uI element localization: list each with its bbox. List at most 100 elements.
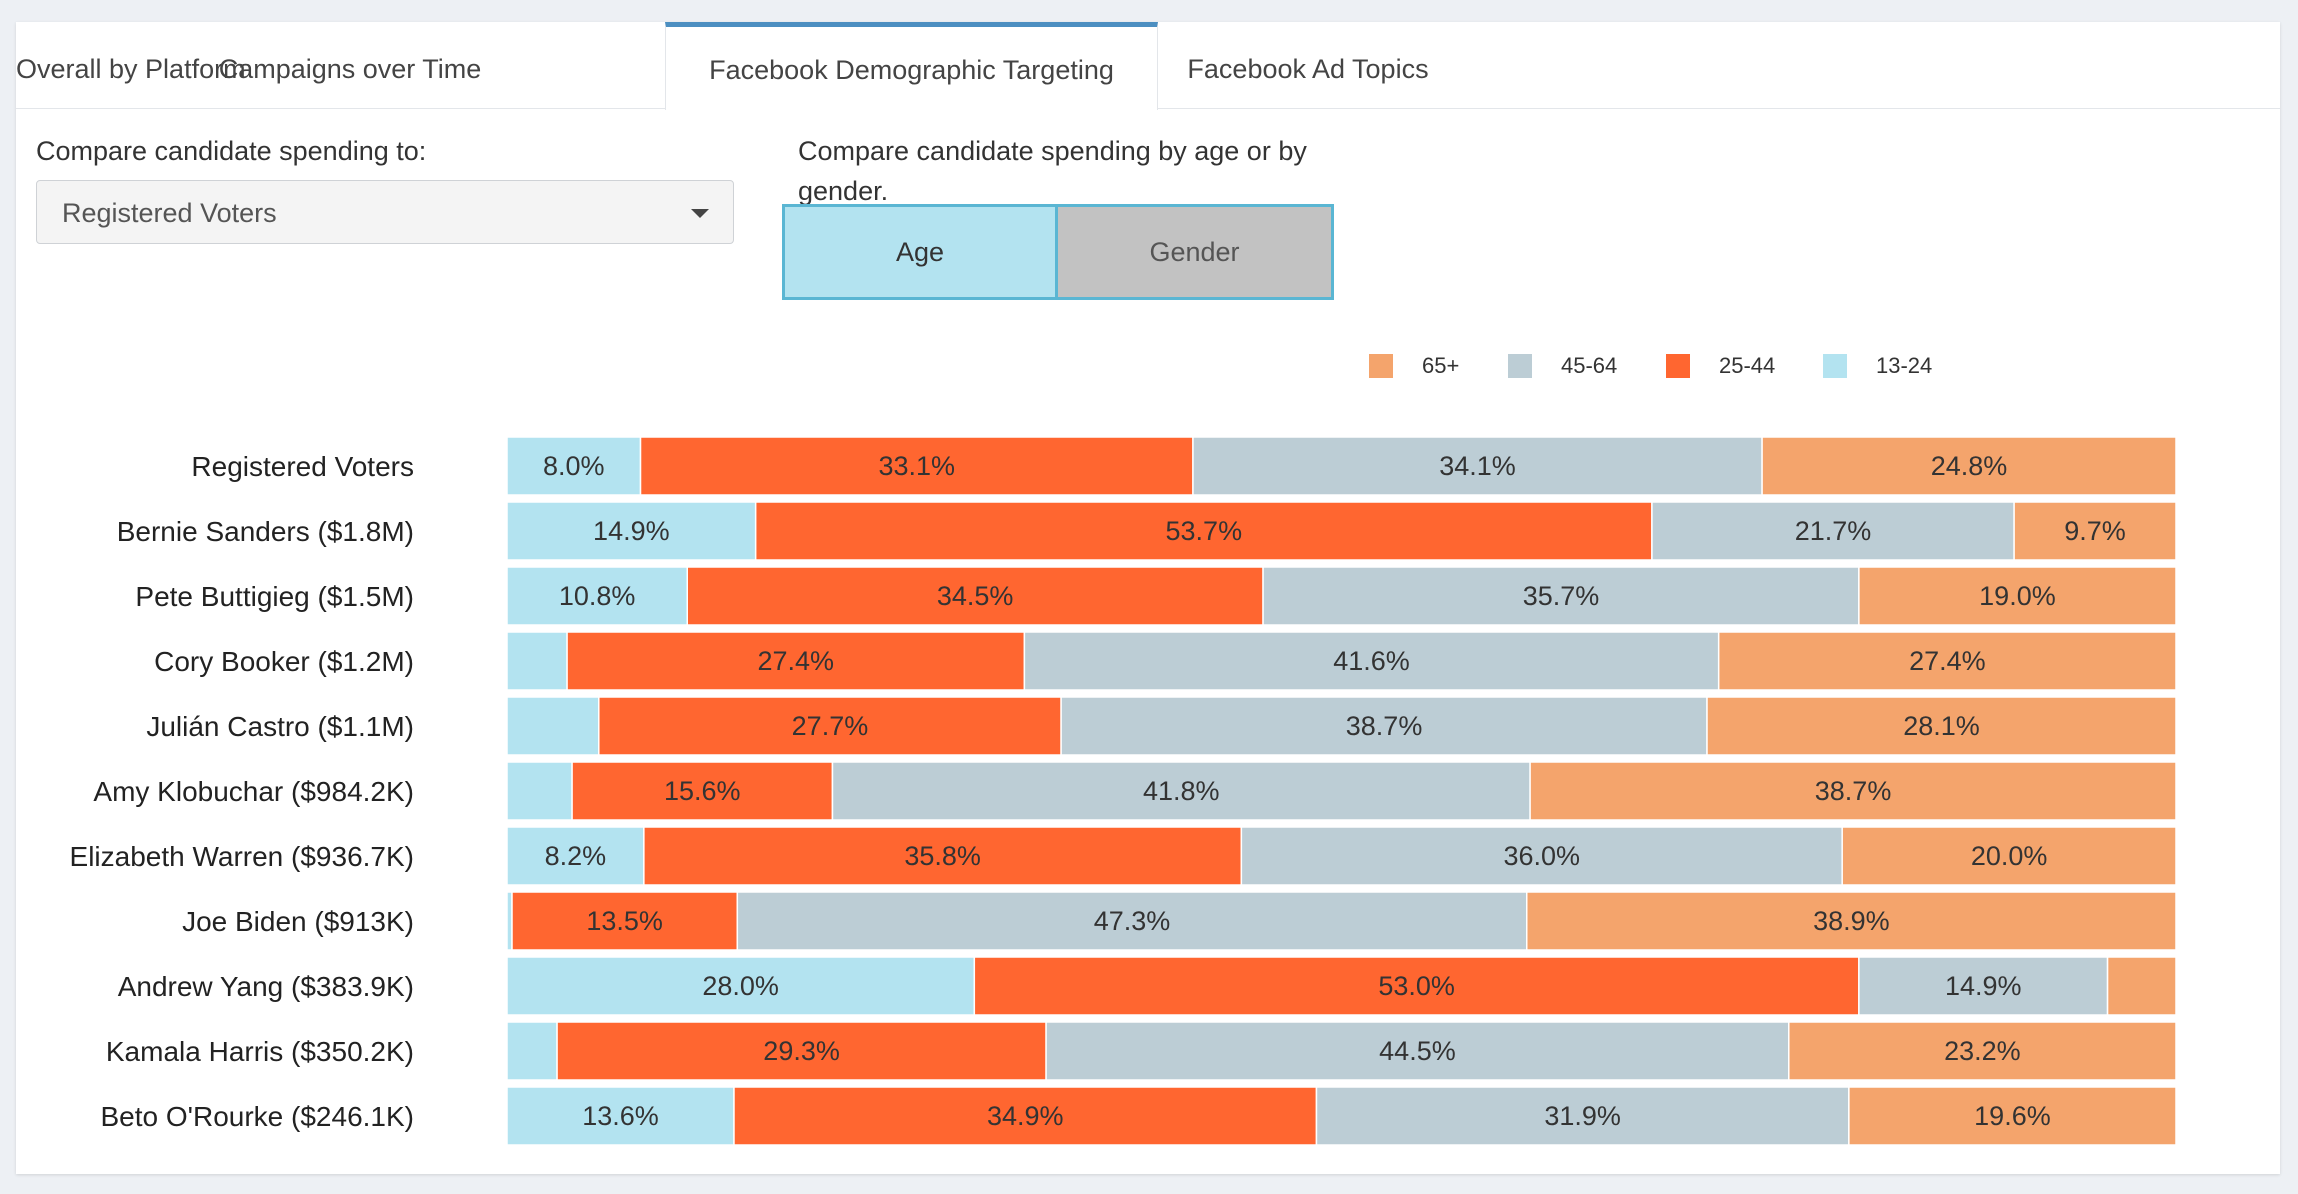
bar-value-label: 53.0% <box>1378 971 1455 1001</box>
bar-segment[interactable] <box>2106 956 2177 1016</box>
legend-label: 45-64 <box>1561 353 1618 378</box>
bar-value-label: 35.8% <box>904 841 981 871</box>
bar-segment[interactable] <box>1848 1086 2177 1146</box>
bar-segment[interactable] <box>1706 696 2177 756</box>
compare-select-value: Registered Voters <box>62 198 277 228</box>
bar-value-label: 29.3% <box>763 1036 840 1066</box>
bar-segment[interactable] <box>566 631 1026 691</box>
bar-segment[interactable] <box>1315 1086 1850 1146</box>
bar-segment[interactable] <box>686 566 1264 626</box>
bar-value-label: 36.0% <box>1503 841 1580 871</box>
tab-campaigns-over-time[interactable]: Campaigns over Time <box>218 54 482 84</box>
bar-segment[interactable] <box>511 891 739 951</box>
bar-segment[interactable] <box>506 761 573 821</box>
bar-segment[interactable] <box>506 436 642 496</box>
bar-value-label: 13.5% <box>586 906 663 936</box>
bar-value-label: 20.0% <box>1971 841 2048 871</box>
bar-value-label: 15.6% <box>664 776 741 806</box>
tab-facebook-demographic-targeting[interactable]: Facebook Demographic Targeting <box>665 22 1158 110</box>
bar-segment[interactable] <box>506 501 757 561</box>
category-label: Kamala Harris ($350.2K) <box>106 1036 414 1067</box>
category-label: Andrew Yang ($383.9K) <box>118 971 414 1002</box>
bar-segment[interactable] <box>506 566 689 626</box>
category-label: Elizabeth Warren ($936.7K) <box>70 841 414 872</box>
category-label: Julián Castro ($1.1M) <box>146 711 414 742</box>
bar-segment[interactable] <box>643 826 1243 886</box>
legend-label: 13-24 <box>1876 353 1933 378</box>
bar-value-label: 8.0% <box>543 451 605 481</box>
legend-swatch <box>1508 354 1532 378</box>
bar-value-label: 19.6% <box>1974 1101 2051 1131</box>
bar-segment[interactable] <box>831 761 1531 821</box>
bar-segment[interactable] <box>2013 501 2177 561</box>
bar-segment[interactable] <box>1841 826 2177 886</box>
bar-segment[interactable] <box>733 1086 1318 1146</box>
bar-value-label: 28.1% <box>1903 711 1980 741</box>
tab-bar: Overall by Platform Campaigns over Time … <box>16 22 2280 110</box>
bar-value-label: 27.4% <box>1909 646 1986 676</box>
category-label: Joe Biden ($913K) <box>182 906 414 937</box>
bar-segment[interactable] <box>556 1021 1047 1081</box>
bar-value-label: 13.6% <box>582 1101 659 1131</box>
bar-segment[interactable] <box>1526 891 2177 951</box>
bar-segment[interactable] <box>1858 566 2177 626</box>
category-label: Registered Voters <box>191 451 414 482</box>
legend-label: 65+ <box>1422 353 1460 378</box>
bar-segment[interactable] <box>1045 1021 1790 1081</box>
bar-segment[interactable] <box>639 436 1194 496</box>
bar-segment[interactable] <box>1192 436 1763 496</box>
tab-overall-by-platform[interactable]: Overall by Platform <box>16 54 246 84</box>
bar-value-label: 9.7% <box>2064 516 2126 546</box>
bar-segment[interactable] <box>1717 631 2177 691</box>
bar-value-label: 38.7% <box>1346 711 1423 741</box>
bar-segment[interactable] <box>1761 436 2177 496</box>
bar-value-label: 31.9% <box>1544 1101 1621 1131</box>
bar-value-label: 19.0% <box>1979 581 2056 611</box>
bar-segment[interactable] <box>1529 761 2177 821</box>
bar-segment[interactable] <box>754 501 1653 561</box>
legend-swatch <box>1823 354 1847 378</box>
bar-segment[interactable] <box>598 696 1062 756</box>
chevron-down-icon <box>691 209 709 218</box>
bar-segment[interactable] <box>973 956 1860 1016</box>
bar-segment[interactable] <box>506 696 600 756</box>
bar-segment[interactable] <box>1788 1021 2177 1081</box>
bar-segment[interactable] <box>571 761 834 821</box>
bar-value-label: 8.2% <box>545 841 607 871</box>
bar-value-label: 33.1% <box>878 451 955 481</box>
bar-value-label: 27.4% <box>757 646 834 676</box>
legend-swatch <box>1369 354 1393 378</box>
bar-value-label: 14.9% <box>593 516 670 546</box>
bar-value-label: 41.6% <box>1333 646 1410 676</box>
bar-value-label: 34.9% <box>987 1101 1064 1131</box>
legend-label: 25-44 <box>1719 353 1776 378</box>
bar-segment[interactable] <box>506 631 568 691</box>
bar-segment[interactable] <box>506 1021 558 1081</box>
gender-button[interactable]: Gender <box>1058 204 1334 300</box>
bar-segment[interactable] <box>1858 956 2109 1016</box>
compare-select[interactable]: Registered Voters <box>36 180 734 244</box>
bar-value-label: 44.5% <box>1379 1036 1456 1066</box>
bar-segment[interactable] <box>1651 501 2015 561</box>
category-label: Beto O'Rourke ($246.1K) <box>100 1101 414 1132</box>
category-label: Pete Buttigieg ($1.5M) <box>135 581 414 612</box>
bar-segment[interactable] <box>506 891 513 951</box>
bar-segment[interactable] <box>1262 566 1860 626</box>
bar-segment[interactable] <box>1023 631 1720 691</box>
bar-value-label: 34.1% <box>1439 451 1516 481</box>
age-button[interactable]: Age <box>782 204 1058 300</box>
age-gender-label-line1: Compare candidate spending by age or by <box>798 136 1307 166</box>
bar-segment[interactable] <box>736 891 1528 951</box>
tab-facebook-ad-topics[interactable]: Facebook Ad Topics <box>1187 54 1429 84</box>
bar-value-label: 41.8% <box>1143 776 1220 806</box>
bar-value-label: 24.8% <box>1931 451 2008 481</box>
compare-label: Compare candidate spending to: <box>36 136 427 166</box>
bar-segment[interactable] <box>506 826 645 886</box>
bar-value-label: 34.5% <box>937 581 1014 611</box>
bar-value-label: 21.7% <box>1795 516 1872 546</box>
age-gender-label-line2: gender. <box>798 176 889 206</box>
bar-segment[interactable] <box>506 1086 735 1146</box>
bar-value-label: 14.9% <box>1945 971 2022 1001</box>
bar-segment[interactable] <box>506 956 976 1016</box>
